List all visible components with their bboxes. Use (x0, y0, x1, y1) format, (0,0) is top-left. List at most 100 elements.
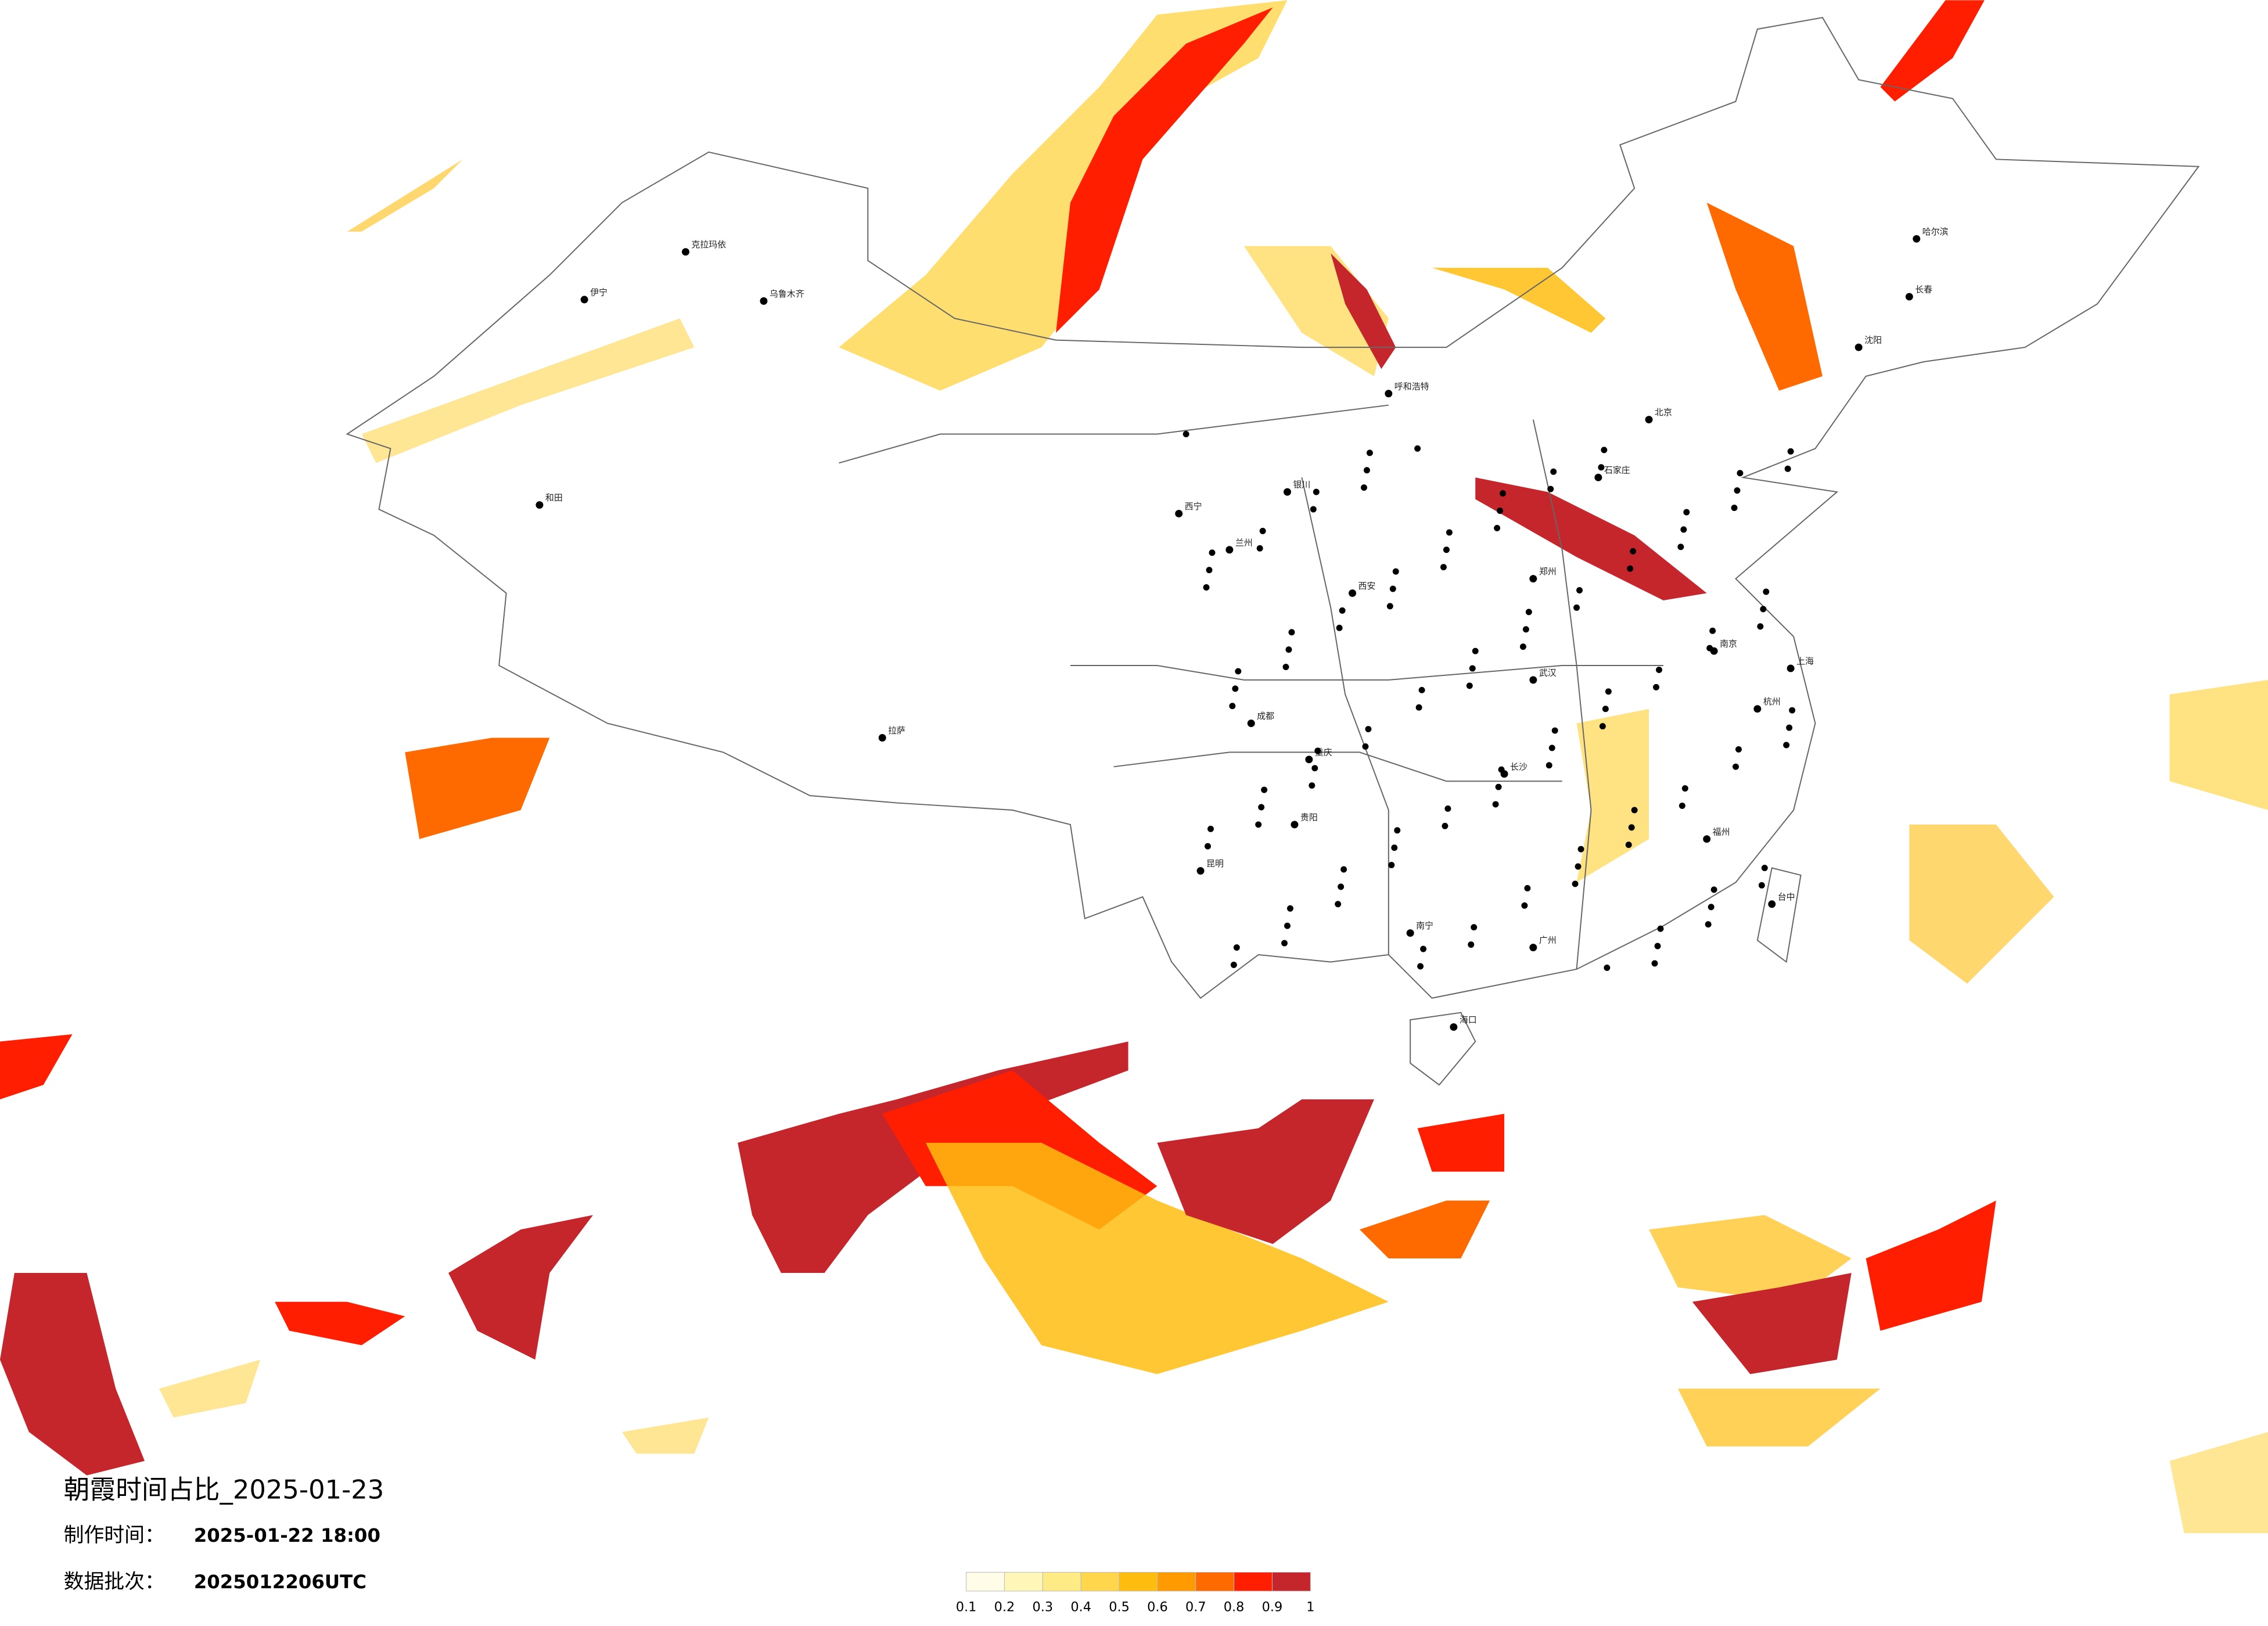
city-dot (1783, 742, 1790, 749)
city-dot (1340, 866, 1347, 873)
heat-area (1649, 1215, 1852, 1302)
city-label: 乌鲁木齐 (770, 289, 804, 299)
city-dot (1763, 588, 1770, 595)
city-label: 武汉 (1539, 667, 1557, 678)
city-dot (1598, 464, 1605, 471)
city-dot (1472, 647, 1479, 654)
heat-area (1360, 1200, 1490, 1259)
city-dot (878, 734, 886, 742)
city-dot (1362, 743, 1369, 750)
city-dot (1529, 944, 1537, 952)
city-dot (1209, 549, 1216, 556)
city-dot (1313, 488, 1320, 495)
city-dot (1361, 484, 1367, 491)
city-dot (1255, 821, 1262, 828)
city-dot (1281, 940, 1288, 947)
city-dot (1548, 744, 1555, 751)
city-dot (1471, 924, 1478, 931)
colorbar-label: 0.7 (1185, 1600, 1206, 1615)
colorbar-label: 0.1 (956, 1600, 977, 1615)
city-label: 广州 (1539, 935, 1557, 945)
city-dot (1444, 805, 1451, 812)
city-dot (1645, 416, 1653, 424)
city-dot (760, 297, 768, 305)
city-dot (1225, 546, 1234, 554)
city-dot (1492, 801, 1499, 808)
city-label: 长沙 (1510, 761, 1527, 772)
colorbar-swatch (1042, 1571, 1081, 1592)
city-dot (1196, 867, 1205, 875)
colorbar-swatch (1195, 1571, 1235, 1592)
city-label: 西安 (1358, 581, 1376, 591)
heat-area (0, 1034, 73, 1100)
city-dot (1284, 488, 1291, 496)
city-dot (1366, 449, 1373, 456)
city-dot (1710, 886, 1717, 893)
city-dot (1630, 548, 1637, 555)
city-dot (1338, 883, 1345, 890)
city-dot (1784, 465, 1791, 472)
city-dot (1229, 703, 1236, 710)
city-label: 南京 (1720, 639, 1737, 649)
city-label: 北京 (1655, 407, 1672, 418)
colorbar-swatch (1080, 1571, 1120, 1592)
heat-area (347, 159, 463, 232)
heat-area (1331, 253, 1396, 369)
city-dot (1787, 448, 1794, 455)
city-label: 克拉玛依 (691, 239, 726, 250)
colorbar-label: 0.2 (994, 1600, 1015, 1615)
city-dot (1417, 963, 1424, 970)
colorbar-label: 0.9 (1262, 1600, 1283, 1615)
city-dot (1285, 646, 1292, 653)
city-dot (1758, 882, 1765, 889)
city-dot (1604, 964, 1611, 971)
heat-area (361, 318, 695, 463)
city-dot (1680, 526, 1687, 533)
city-dot (1335, 901, 1342, 908)
info-value: 2025012206UTC (194, 1571, 366, 1593)
city-dot (1309, 782, 1315, 789)
heat-area (1866, 1200, 1996, 1331)
heat-area (1056, 7, 1273, 333)
city-dot (1733, 763, 1739, 770)
city-label: 呼和浩特 (1394, 381, 1429, 391)
country-outline (346, 17, 2200, 999)
city-dot (1525, 609, 1532, 616)
city-dot (1757, 623, 1764, 630)
city-dot (1420, 945, 1427, 952)
province-line (1532, 419, 1592, 970)
heat-area (621, 1418, 709, 1454)
city-label: 杭州 (1763, 696, 1781, 707)
city-dot (1440, 564, 1447, 571)
city-label: 贵阳 (1300, 812, 1318, 822)
city-label: 兰州 (1235, 537, 1253, 548)
city-dot (1703, 835, 1711, 843)
city-dot (1500, 490, 1507, 497)
city-dot (1601, 447, 1608, 454)
city-label: 沈阳 (1864, 335, 1882, 346)
city-dot (1392, 568, 1399, 575)
city-dot (1386, 603, 1393, 610)
city-dot (1259, 527, 1266, 534)
city-dot (1787, 664, 1795, 672)
city-label: 上海 (1796, 656, 1814, 666)
city-dot (1247, 720, 1255, 728)
heat-area (1432, 268, 1606, 333)
colorbar-label: 1 (1306, 1600, 1314, 1615)
city-dot (1599, 723, 1606, 730)
city-dot (1572, 880, 1579, 887)
city-dot (1310, 506, 1317, 513)
city-dot (1446, 529, 1453, 536)
city-label: 成都 (1257, 711, 1274, 721)
city-dot (580, 296, 588, 304)
city-dot (1291, 821, 1299, 829)
colorbar-label: 0.6 (1147, 1600, 1168, 1615)
colorbar-swatch (1157, 1571, 1196, 1592)
city-dot (1498, 766, 1505, 773)
city-dot (1232, 685, 1239, 692)
city-dot (1786, 724, 1793, 731)
city-dot (1286, 905, 1293, 912)
city-dot (1753, 705, 1762, 713)
city-dot (1207, 825, 1214, 832)
heat-area (1475, 477, 1707, 600)
